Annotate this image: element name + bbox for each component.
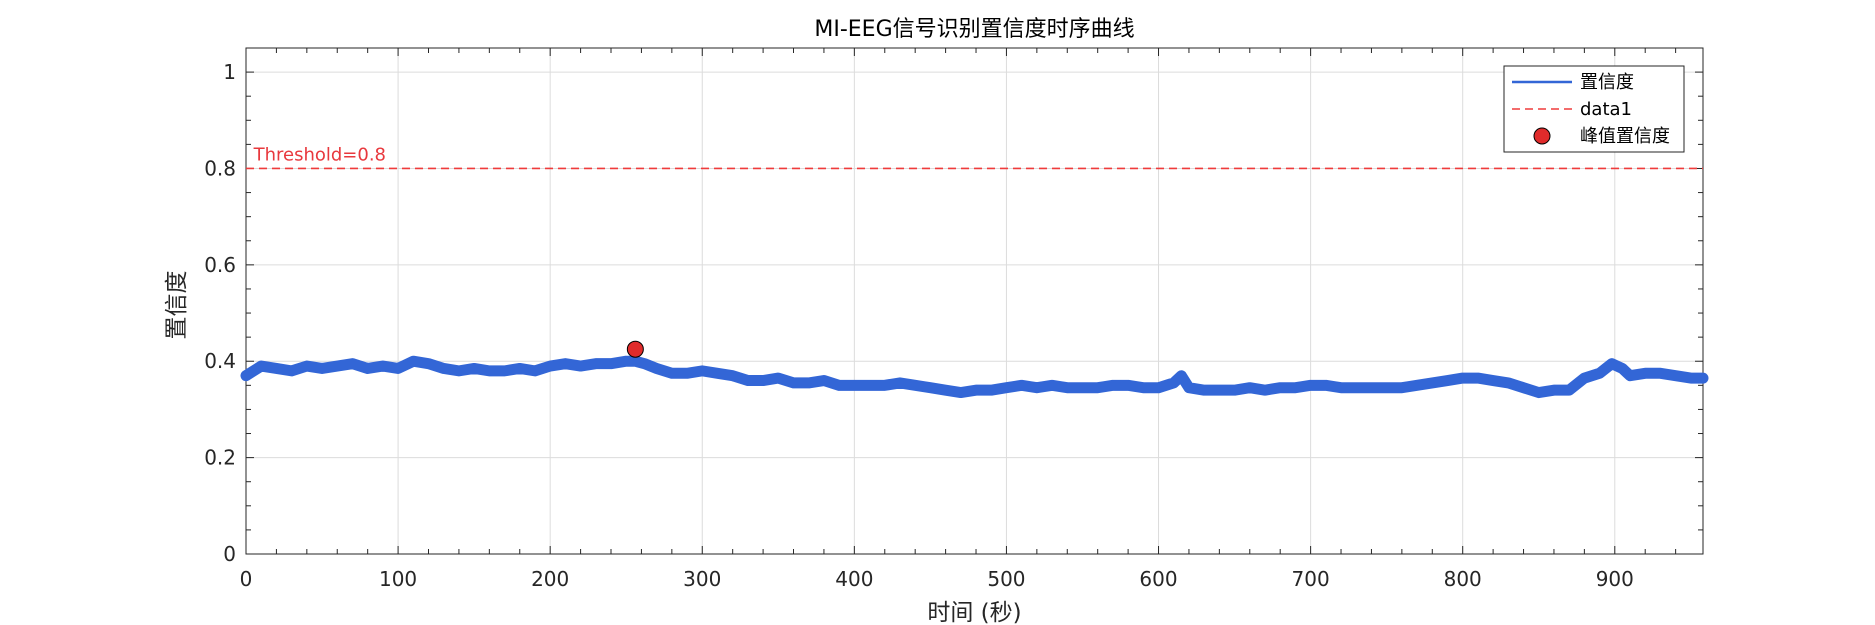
- y-tick-label: 0.2: [204, 446, 236, 470]
- x-tick-label: 900: [1596, 567, 1634, 591]
- axis-ticks: 0 100 200 300 400 500 600 700 800 900 0 0.2 0.4 0.6 0.…: [204, 48, 1703, 591]
- y-axis-label: 置信度: [164, 271, 190, 340]
- legend-entry: data1: [1580, 99, 1632, 120]
- y-tick-label: 1: [223, 60, 236, 84]
- x-tick-label: 800: [1444, 567, 1482, 591]
- legend: 置信度 data1 峰值置信度: [1503, 65, 1685, 153]
- x-tick-label: 100: [379, 567, 417, 591]
- grid: [245, 48, 1703, 555]
- legend-box: [1503, 65, 1685, 153]
- x-tick-label: 300: [683, 567, 721, 591]
- series-layer: Threshold=0.8: [240, 144, 1709, 399]
- x-tick-label: 400: [835, 567, 873, 591]
- chart-title: MI-EEG信号识别置信度时序曲线: [814, 17, 1134, 42]
- x-tick-label: 500: [987, 567, 1025, 591]
- x-tick-label: 700: [1292, 567, 1330, 591]
- threshold-annotation: Threshold=0.8: [253, 144, 386, 165]
- series-0-line: [240, 355, 1709, 399]
- series-2-marker: [626, 340, 644, 358]
- x-tick-label: 600: [1139, 567, 1177, 591]
- y-tick-label: 0: [223, 542, 236, 566]
- y-tick-label: 0.4: [204, 349, 236, 373]
- x-axis-label: 时间 (秒): [927, 600, 1021, 625]
- y-tick-label: 0.8: [204, 156, 236, 180]
- y-tick-label: 0.6: [204, 253, 236, 277]
- x-tick-label: 200: [531, 567, 569, 591]
- plot-area: [245, 47, 1704, 555]
- x-tick-label: 0: [240, 567, 253, 591]
- legend-entry: 峰值置信度: [1580, 126, 1670, 147]
- legend-swatch-marker: [1533, 127, 1551, 145]
- legend-entry: 置信度: [1580, 72, 1634, 93]
